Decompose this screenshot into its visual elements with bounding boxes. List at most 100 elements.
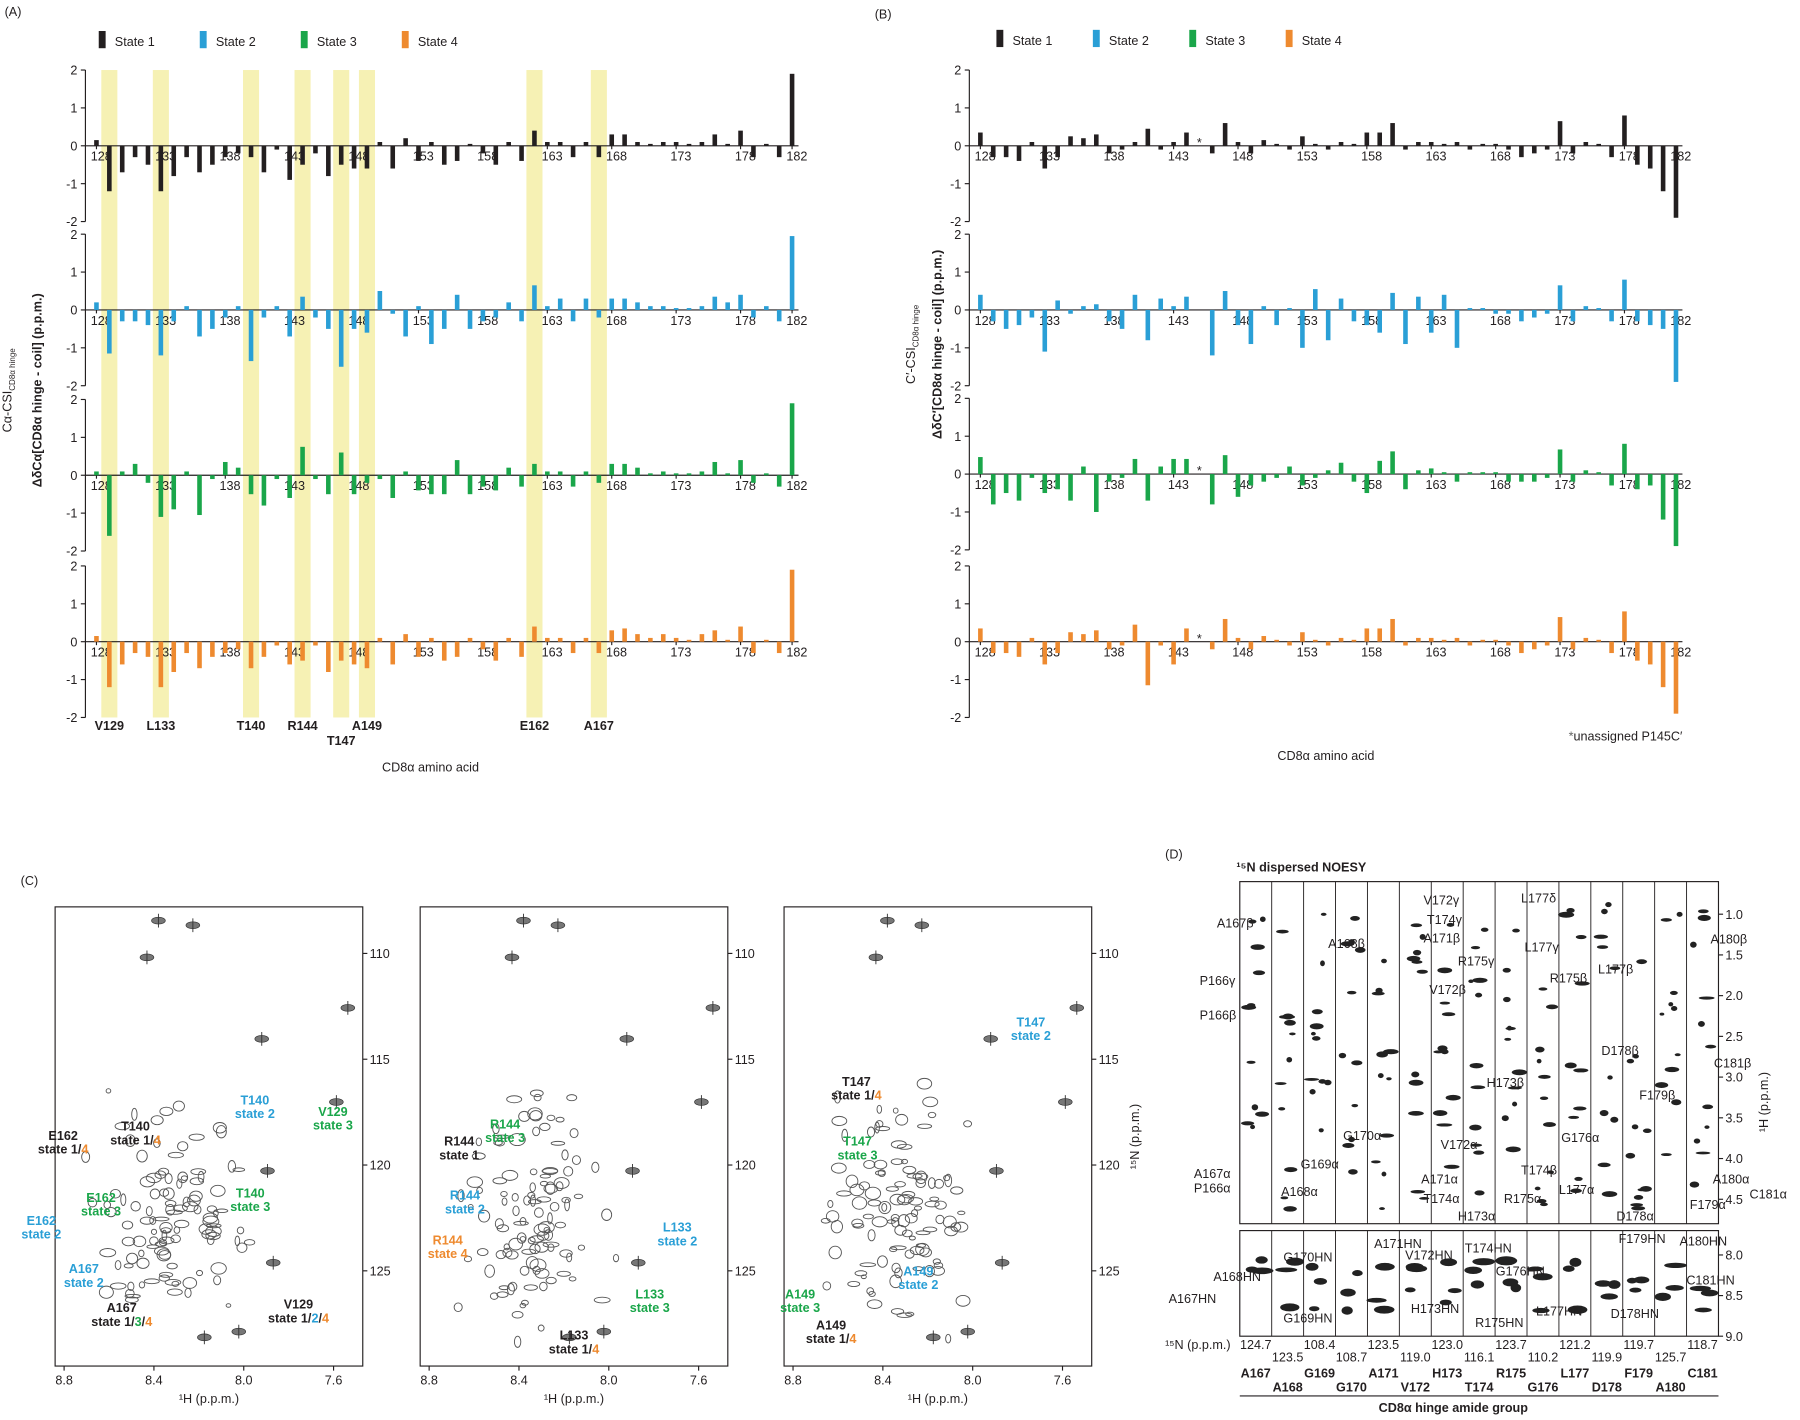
peak bbox=[889, 1274, 902, 1289]
x-tick-label: 128 bbox=[91, 479, 112, 493]
noesy-peak bbox=[1625, 1152, 1636, 1159]
peak bbox=[536, 1230, 550, 1241]
noesy-peak bbox=[1280, 1196, 1289, 1200]
peak bbox=[881, 1203, 888, 1212]
bar bbox=[1184, 296, 1189, 310]
peak bbox=[114, 1122, 130, 1131]
noesy-peak bbox=[1320, 960, 1325, 967]
bar bbox=[480, 641, 486, 650]
bar bbox=[1325, 641, 1331, 646]
bar bbox=[789, 403, 795, 476]
peak bbox=[236, 1242, 248, 1253]
peak bbox=[236, 1226, 245, 1235]
bar bbox=[738, 460, 743, 476]
bar bbox=[712, 296, 718, 310]
noesy-peak bbox=[1704, 1125, 1710, 1129]
peak bbox=[877, 1169, 886, 1177]
peak bbox=[232, 1167, 246, 1172]
bar bbox=[1132, 142, 1138, 146]
noesy-peak bbox=[1535, 1046, 1545, 1053]
y-tick-label: 2 bbox=[954, 392, 961, 406]
peak bbox=[109, 1188, 121, 1199]
noesy-peak bbox=[1545, 1004, 1559, 1010]
bar bbox=[338, 452, 344, 476]
y-tick-label: 120 bbox=[735, 1159, 756, 1173]
noesy-peak bbox=[1642, 1128, 1652, 1133]
annotation-part: / bbox=[318, 1311, 322, 1325]
bar bbox=[1390, 292, 1395, 310]
bar bbox=[506, 302, 511, 310]
peak bbox=[213, 1275, 222, 1286]
bar bbox=[1390, 123, 1395, 146]
noesy-peak bbox=[1695, 1151, 1711, 1155]
noesy-peak bbox=[1568, 1115, 1580, 1119]
x-tick-label: 153 bbox=[1297, 646, 1318, 660]
y-axis-label-main: Cα-CSI bbox=[0, 391, 14, 433]
bar bbox=[429, 637, 434, 642]
bar bbox=[119, 145, 125, 173]
peak-label: V172γ bbox=[1423, 894, 1459, 908]
peak bbox=[197, 1170, 205, 1183]
noesy-peak bbox=[1567, 912, 1572, 917]
peak bbox=[571, 1155, 581, 1165]
peak-annotation: T147 bbox=[1016, 1015, 1045, 1029]
bar bbox=[699, 306, 705, 310]
noesy-peak bbox=[1320, 912, 1327, 916]
bar bbox=[1635, 309, 1640, 322]
noesy-peak bbox=[1437, 967, 1453, 974]
bar bbox=[94, 636, 99, 642]
bar bbox=[1647, 309, 1653, 326]
peak-label: A167HN bbox=[1169, 1292, 1217, 1306]
peak-label: A180β bbox=[1710, 933, 1747, 947]
bar bbox=[1596, 472, 1601, 475]
noesy-peak bbox=[1575, 935, 1587, 940]
bar bbox=[210, 641, 215, 657]
noesy-peak bbox=[1366, 1297, 1387, 1303]
bar bbox=[1248, 309, 1254, 345]
annotation-part: T140 bbox=[240, 1093, 269, 1107]
highlight-label: T140 bbox=[237, 719, 266, 733]
n-shift-label: 119.0 bbox=[1400, 1350, 1431, 1364]
noesy-peak bbox=[1440, 1258, 1458, 1267]
x-tick-label: 182 bbox=[786, 646, 807, 660]
annotation-part: E162 bbox=[86, 1191, 115, 1205]
bar bbox=[171, 475, 177, 510]
bar bbox=[1313, 639, 1318, 642]
annotation-part: state 2 bbox=[64, 1276, 104, 1290]
x-tick-label: 153 bbox=[1297, 314, 1318, 328]
annotation-part: state 3 bbox=[780, 1301, 820, 1315]
peak-label: A171HN bbox=[1374, 1237, 1422, 1251]
bar bbox=[1416, 296, 1421, 310]
bar bbox=[1390, 451, 1395, 475]
x-tick-label: 163 bbox=[1425, 150, 1446, 164]
bar bbox=[1403, 474, 1408, 490]
y-tick-label: -2 bbox=[66, 545, 77, 559]
noesy-peak bbox=[1274, 1082, 1287, 1085]
bar bbox=[1544, 474, 1550, 478]
x-tick-label: 8.4 bbox=[874, 1373, 892, 1387]
noesy-peak bbox=[1664, 1066, 1680, 1073]
noesy-peak bbox=[1447, 1288, 1462, 1294]
peak bbox=[150, 1115, 164, 1126]
peak bbox=[836, 1190, 852, 1197]
y-tick-label: 1 bbox=[70, 597, 77, 611]
peak bbox=[932, 1258, 941, 1265]
bar bbox=[493, 145, 499, 165]
peak bbox=[915, 1230, 931, 1236]
peak bbox=[127, 1281, 135, 1292]
bar bbox=[1493, 639, 1498, 642]
bar bbox=[1209, 474, 1215, 505]
peak bbox=[890, 1140, 907, 1149]
noesy-peak bbox=[1480, 927, 1489, 932]
peak-annotation: R144 bbox=[433, 1233, 463, 1247]
peak bbox=[139, 1216, 154, 1225]
peak bbox=[180, 1175, 188, 1181]
noesy-peak bbox=[1469, 1063, 1484, 1069]
peak-annotation: state 3 bbox=[630, 1301, 670, 1315]
x-tick-label: 178 bbox=[735, 479, 756, 493]
peak bbox=[950, 1186, 964, 1195]
bar bbox=[686, 308, 692, 310]
annotation-part: L133 bbox=[560, 1329, 589, 1343]
bar bbox=[1583, 142, 1589, 146]
